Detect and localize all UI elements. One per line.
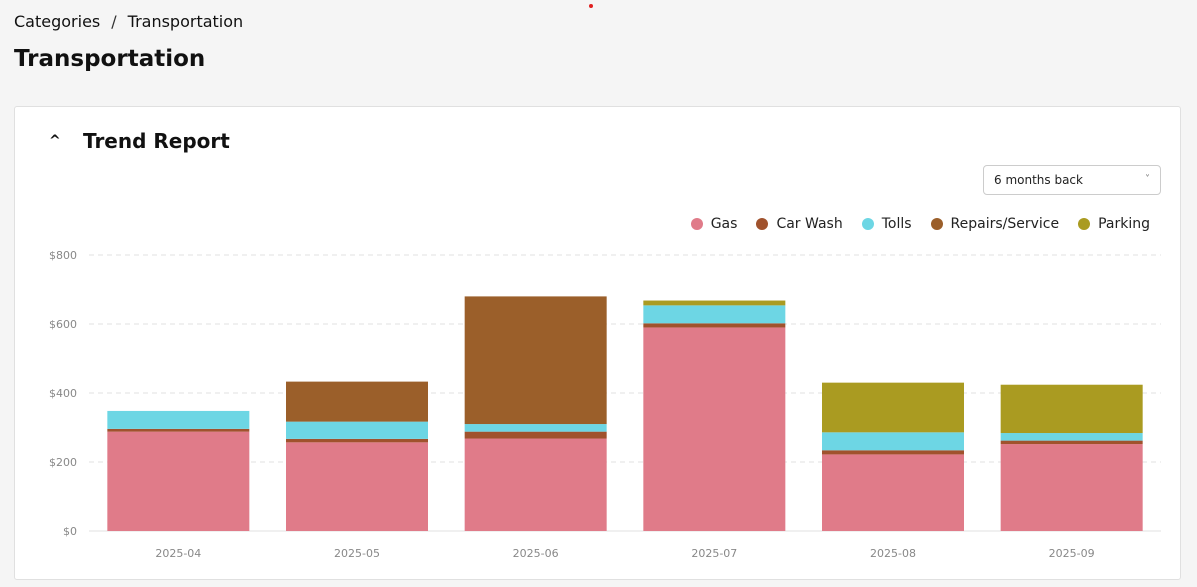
select-chevron-icon: ˅ [1145,174,1150,185]
bar-segment-gas[interactable] [643,327,786,531]
x-tick-label: 2025-08 [870,547,916,560]
legend-swatch-icon [756,218,769,230]
x-tick-label: 2025-06 [513,547,559,560]
legend-item[interactable]: Parking [1078,216,1150,232]
bar-segment-car-wash[interactable] [643,323,786,328]
x-tick-label: 2025-07 [691,547,737,560]
y-tick-label: $200 [49,456,77,469]
legend-label: Repairs/Service [950,216,1060,232]
bar-segment-car-wash[interactable] [822,450,964,455]
bar-segment-tolls[interactable] [107,410,250,429]
legend-item[interactable]: Repairs/Service [930,216,1060,232]
bar-segment-gas[interactable] [107,431,250,531]
y-tick-label: $800 [49,249,77,262]
collapse-chevron-up-icon[interactable]: ^ [49,133,61,149]
breadcrumb-current: Transportation [127,12,244,31]
bar-segment-repairs-service[interactable] [286,381,428,422]
bar-segment-tolls[interactable] [1000,433,1143,441]
stacked-bar-chart: $0 $200 $400 $600 $800 2025-04 2025-05 2025-06 2… [49,249,1161,560]
legend-label: Parking [1098,216,1150,232]
y-tick-label: $600 [49,318,77,331]
legend-item[interactable]: Tolls [861,216,912,232]
breadcrumb-separator: / [111,12,117,31]
bar-segment-parking[interactable] [822,382,964,433]
x-tick-label: 2025-04 [155,547,201,560]
bar-segment-parking[interactable] [1000,384,1143,434]
period-select[interactable]: 6 months back ˅ [983,165,1161,195]
bar-segment-car-wash[interactable] [464,431,607,439]
bar-segment-gas[interactable] [464,438,607,531]
legend-label: Car Wash [776,216,843,232]
legend-item[interactable]: Car Wash [756,216,843,232]
bar-segment-gas[interactable] [822,454,964,531]
legend-swatch-icon [690,218,703,230]
legend-label: Gas [710,216,738,232]
bar-segment-car-wash[interactable] [107,428,250,432]
period-select-value: 6 months back [994,173,1083,187]
bar-segment-tolls[interactable] [464,424,607,432]
legend-swatch-icon [861,218,874,230]
bar-segment-tolls[interactable] [286,421,428,439]
legend-swatch-icon [1078,218,1091,230]
bar-segment-tolls[interactable] [822,432,964,451]
legend-swatch-icon [930,218,943,230]
chart-legend: Gas Car Wash Tolls Repairs/Service Parking [672,216,1150,232]
y-tick-label: $0 [63,525,77,538]
bar-segment-repairs-service[interactable] [464,296,607,425]
x-tick-label: 2025-05 [334,547,380,560]
bar-segment-gas[interactable] [1000,444,1143,531]
bar-segment-car-wash[interactable] [1000,440,1143,445]
y-tick-label: $400 [49,387,77,400]
legend-item[interactable]: Gas [690,216,738,232]
red-indicator-dot [589,4,593,8]
bar-segment-car-wash[interactable] [286,438,428,443]
breadcrumb-categories-link[interactable]: Categories [14,12,101,31]
bar-segment-parking[interactable] [643,300,786,306]
trend-report-title: Trend Report [83,129,230,153]
legend-label: Tolls [881,216,912,232]
breadcrumb: Categories / Transportation [14,12,243,31]
bar-segment-gas[interactable] [286,442,428,531]
bar-segment-tolls[interactable] [643,305,786,324]
page-title: Transportation [14,46,206,72]
x-tick-label: 2025-09 [1049,547,1095,560]
trend-report-card: ^ Trend Report 6 months back ˅ Gas Car Wa… [14,106,1181,580]
